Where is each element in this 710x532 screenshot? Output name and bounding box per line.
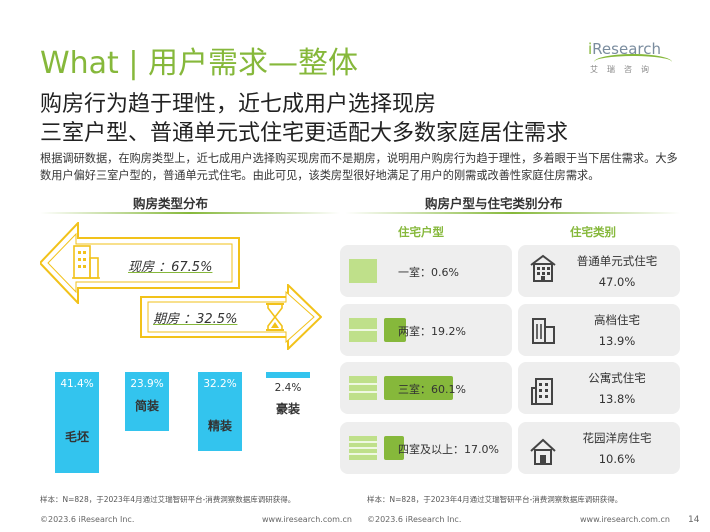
room-type-bar (384, 436, 404, 460)
residence-type-name: 高档住宅 (594, 313, 640, 327)
decoration-bar-category: 简装 (134, 398, 159, 413)
logo-arc-decoration (594, 54, 672, 62)
room-count-icon (349, 436, 377, 460)
right-panel-sample-note: 样本：N=828，于2023年4月通过艾瑞智研平台-消费洞察数据库调研获得。 (367, 495, 623, 504)
iresearch-logo: iResearch 艾瑞咨询 (588, 40, 674, 80)
left-panel-sample-note: 样本：N=828，于2023年4月通过艾瑞智研平台-消费洞察数据库调研获得。 (40, 495, 296, 504)
room-type-column-header: 住宅户型 (398, 225, 444, 239)
decoration-bar (125, 372, 169, 431)
footer-url-left: www.iresearch.com.cn (262, 515, 352, 524)
decoration-bar-value: 41.4% (60, 378, 94, 390)
high-end-building-icon (532, 318, 555, 344)
apartment-block-icon (530, 254, 556, 282)
room-type-label: 两室：19.2% (398, 325, 466, 338)
residence-type-column-header: 住宅类别 (570, 225, 616, 239)
hourglass-icon (266, 303, 284, 331)
left-panel-title: 购房类型分布 (133, 196, 209, 211)
decoration-bar-category: 毛坯 (64, 430, 89, 444)
headline-line-1: 购房行为趋于理性，近七成用户选择现房 (40, 92, 437, 117)
residence-type-name: 花园洋房住宅 (582, 431, 652, 445)
footer-url-right: www.iresearch.com.cn (580, 515, 670, 524)
apartment-tower-icon (531, 378, 553, 405)
room-count-icon (349, 318, 377, 342)
decoration-bar (266, 372, 310, 378)
headline-line-2: 三室户型、普通单元式住宅更适配大多数家庭居住需求 (40, 121, 569, 146)
right-panel-title: 购房户型与住宅类别分布 (425, 196, 563, 211)
left-panel-divider (40, 212, 340, 214)
residence-type-row (518, 362, 680, 414)
decoration-bar-category: 豪装 (275, 402, 300, 416)
residence-type-name: 普通单元式住宅 (576, 254, 658, 268)
footer-copyright-left: ©2023.6 iResearch Inc. (40, 515, 135, 524)
room-type-bar (384, 318, 407, 342)
residence-type-value: 47.0% (598, 275, 636, 289)
room-count-icon (349, 259, 377, 283)
decoration-bar-category: 精装 (207, 418, 232, 433)
right-panel-divider (345, 212, 680, 214)
residence-type-value: 13.9% (598, 334, 636, 348)
building-icon (72, 245, 100, 279)
room-type-bar (384, 376, 454, 400)
residence-type-value: 10.6% (598, 452, 636, 466)
logo-subtitle: 艾瑞咨询 (590, 65, 658, 74)
decoration-bar-value: 23.9% (130, 378, 164, 390)
decoration-bar-value: 32.2% (203, 378, 237, 390)
residence-type-row (518, 245, 680, 297)
residence-type-name: 公寓式住宅 (588, 371, 646, 385)
room-type-label: 一室：0.6% (398, 266, 459, 279)
page-title: What | 用户需求—整体 (40, 46, 359, 81)
room-count-icon (349, 376, 377, 400)
decoration-bar (198, 372, 242, 451)
description-paragraph: 根据调研数据，在购房类型上，近七成用户选择购买现房而不是期房，说明用户购房行为趋… (40, 152, 678, 182)
page-number: 14 (688, 515, 700, 525)
garden-house-icon (530, 438, 556, 465)
decoration-bar (55, 372, 99, 474)
room-type-label: 三室：60.1% (398, 383, 466, 396)
footer-copyright-right: ©2023.6 iResearch Inc. (367, 515, 462, 524)
room-type-label: 四室及以上：17.0% (398, 443, 499, 456)
residence-type-value: 13.8% (598, 392, 636, 406)
headline: 购房行为趋于理性，近七成用户选择现房 三室户型、普通单元式住宅更适配大多数家庭居… (40, 90, 568, 148)
decoration-bar-value: 2.4% (274, 382, 302, 394)
residence-type-row (518, 422, 680, 474)
off-plan-housing-label: 期房 ：32.5% (153, 312, 238, 327)
spot-housing-label: 现房 ：67.5% (128, 260, 213, 275)
